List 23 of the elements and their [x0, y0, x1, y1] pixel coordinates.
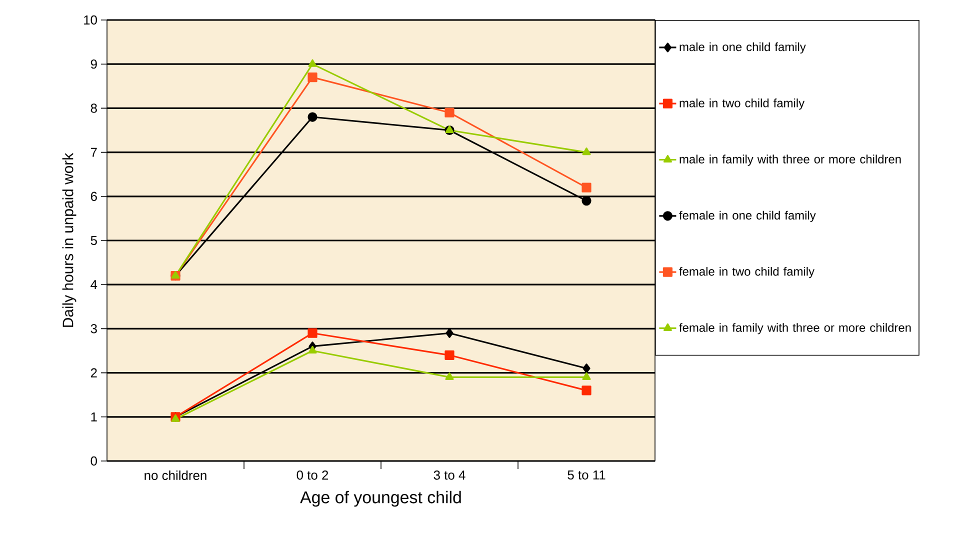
x-tick-label: no children — [144, 470, 206, 480]
x-tick-label: 0 to 2 — [296, 470, 328, 480]
y-tick-label: 8 — [90, 104, 97, 113]
y-tick-label: 0 — [90, 456, 97, 466]
y-tick-label: 3 — [90, 324, 97, 334]
y-axis-title: Daily hours in unpaid work — [62, 152, 76, 327]
y-tick-label: 4 — [90, 280, 98, 290]
x-axis-title: Age of youngest child — [300, 490, 461, 507]
y-tick-label: 10 — [84, 15, 97, 25]
y-tick-label: 2 — [90, 368, 97, 378]
legend-label: male in family with three or more children — [680, 154, 901, 166]
x-tick-label: 5 to 11 — [568, 470, 606, 480]
y-tick-label: 5 — [90, 236, 97, 246]
legend-label: female in family with three or more children — [679, 323, 911, 334]
y-tick-label: 9 — [90, 60, 97, 69]
legend-label: male in two child family — [680, 98, 805, 110]
y-tick-label: 6 — [90, 192, 97, 201]
x-tick-label: 3 to 4 — [434, 470, 466, 480]
y-tick-label: 7 — [90, 148, 97, 157]
legend-label: female in two child family — [679, 266, 814, 278]
legend-label: male in one child family — [680, 42, 806, 54]
y-tick-label: 1 — [91, 412, 97, 422]
legend-label: female in one child family — [679, 210, 816, 222]
